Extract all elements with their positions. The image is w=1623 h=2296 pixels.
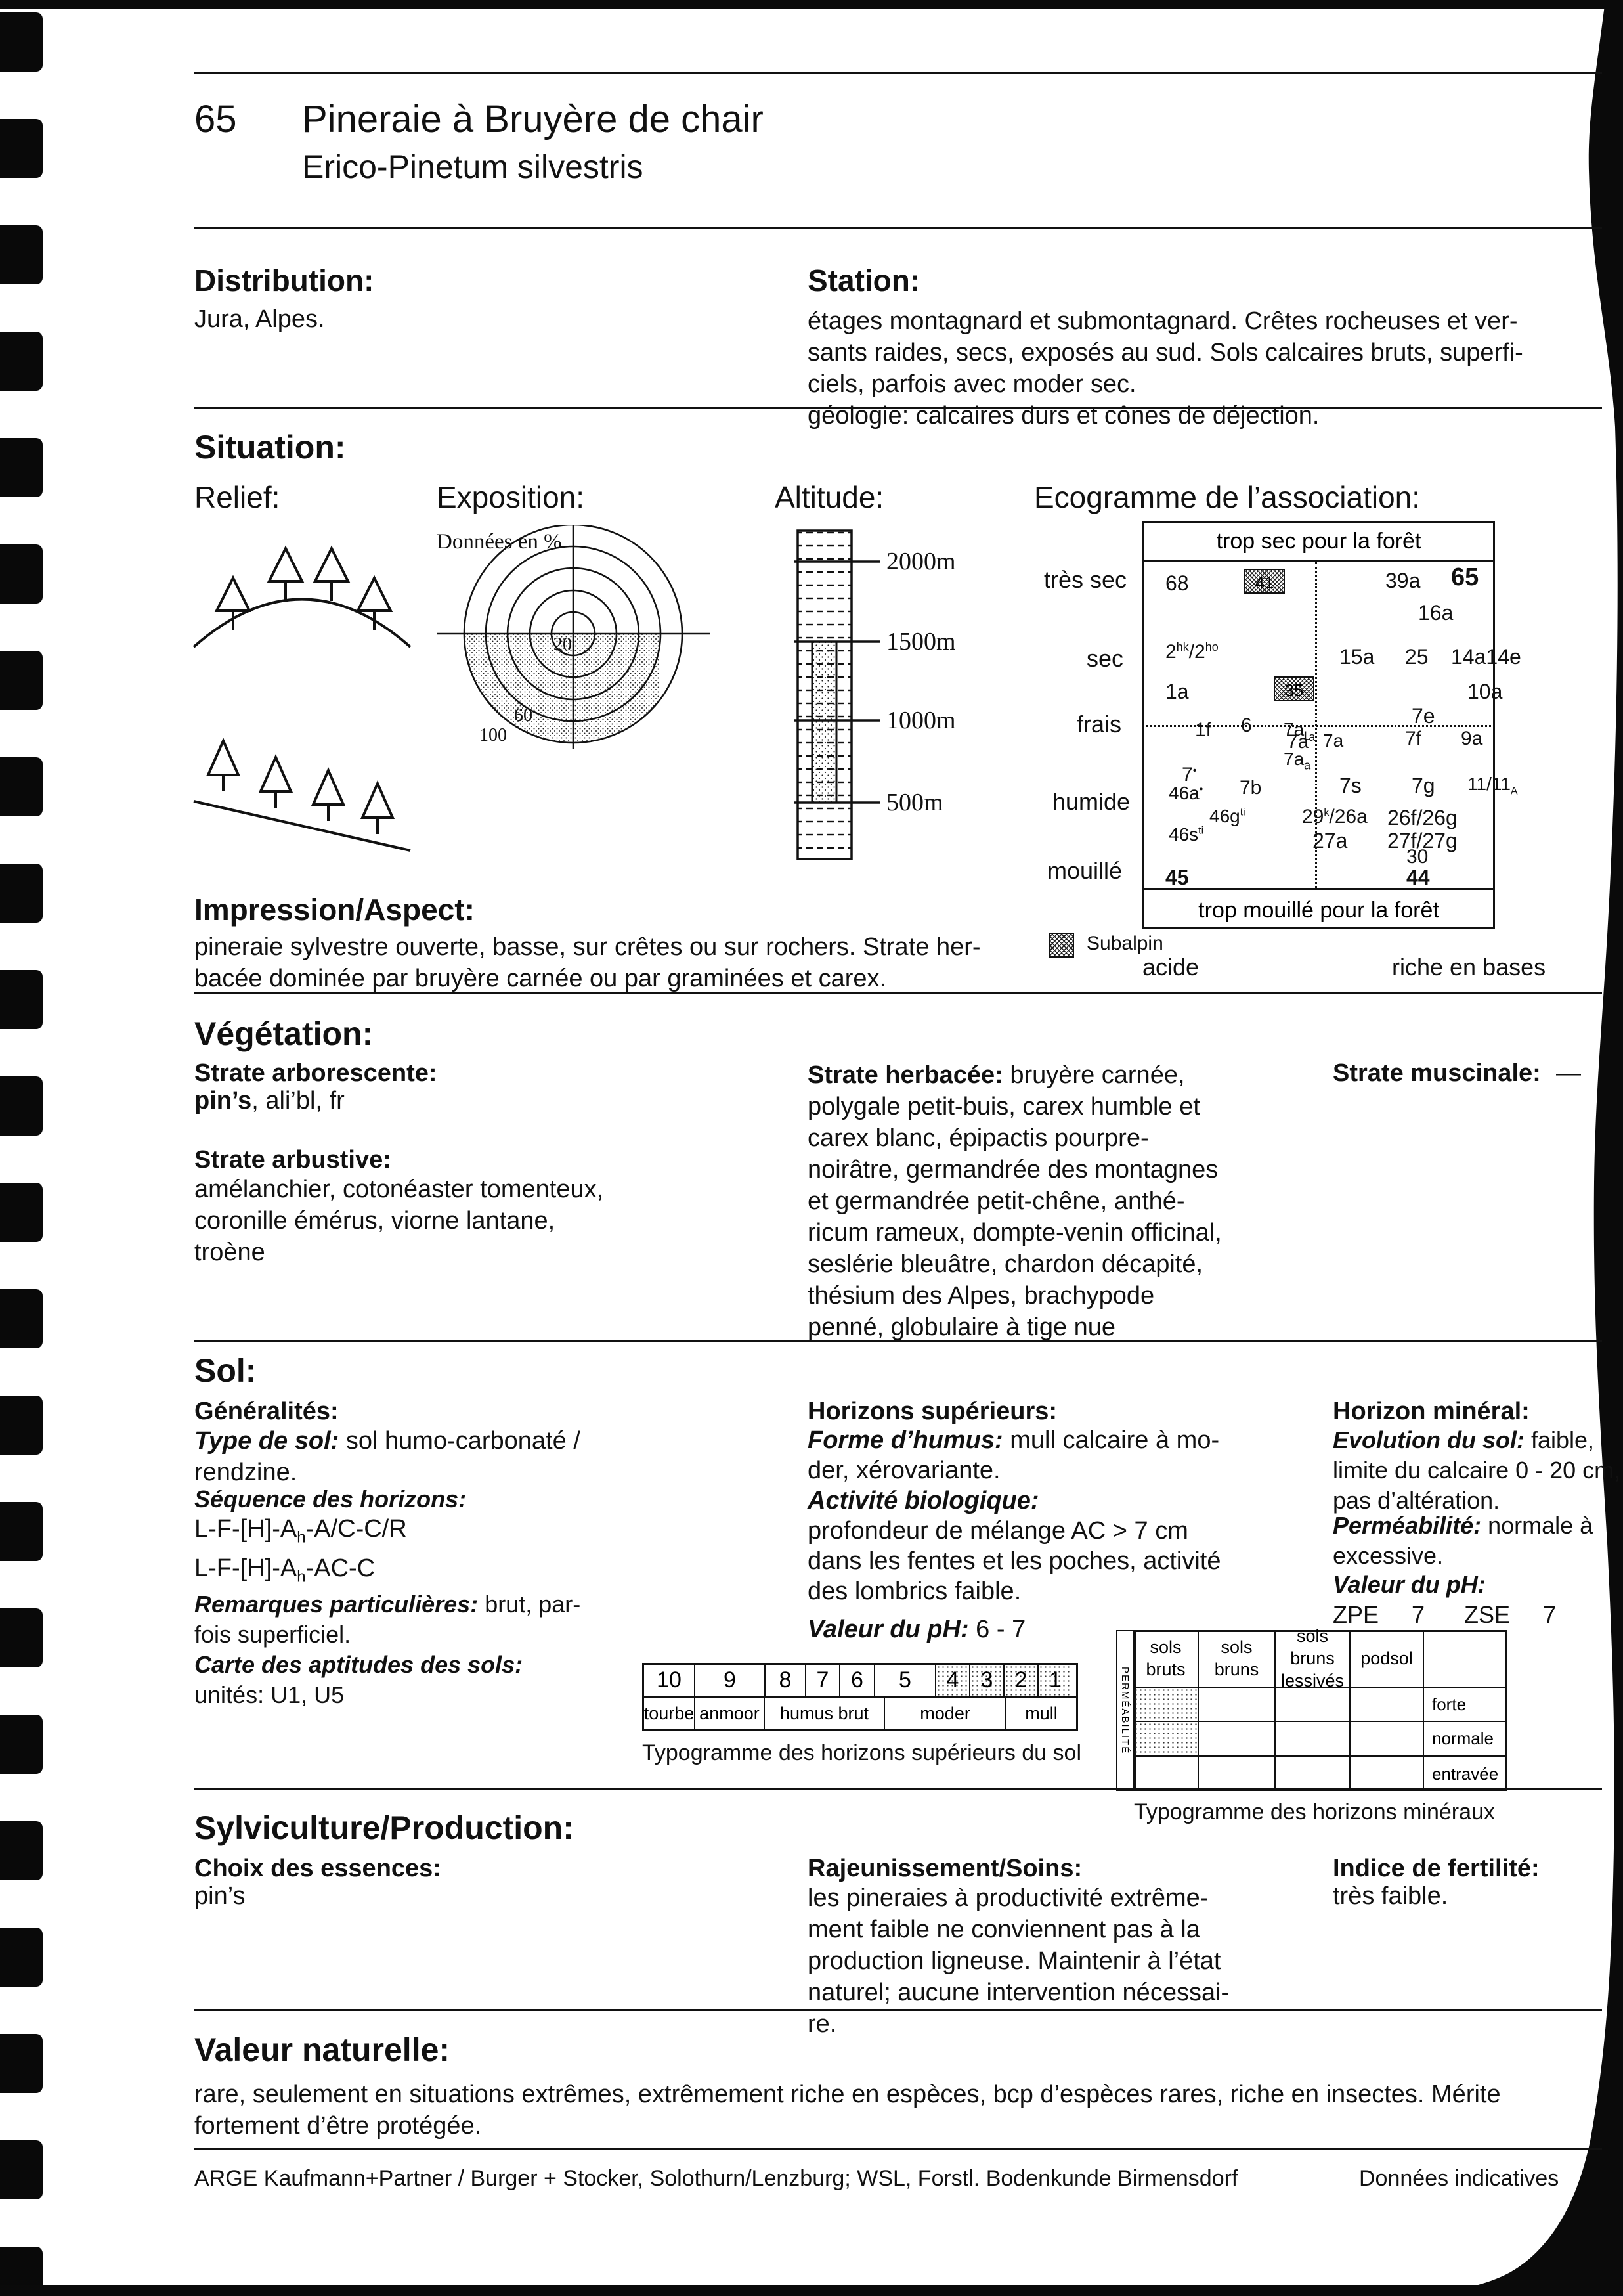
svg-text:2000m: 2000m — [886, 548, 956, 575]
svg-text:1000m: 1000m — [886, 707, 956, 734]
svg-text:500m: 500m — [886, 789, 943, 816]
svg-text:100: 100 — [479, 725, 507, 745]
svg-text:20: 20 — [553, 634, 572, 655]
svg-text:Données en %: Données en % — [437, 530, 562, 554]
svg-text:60: 60 — [514, 705, 532, 726]
svg-text:1500m: 1500m — [886, 628, 956, 655]
